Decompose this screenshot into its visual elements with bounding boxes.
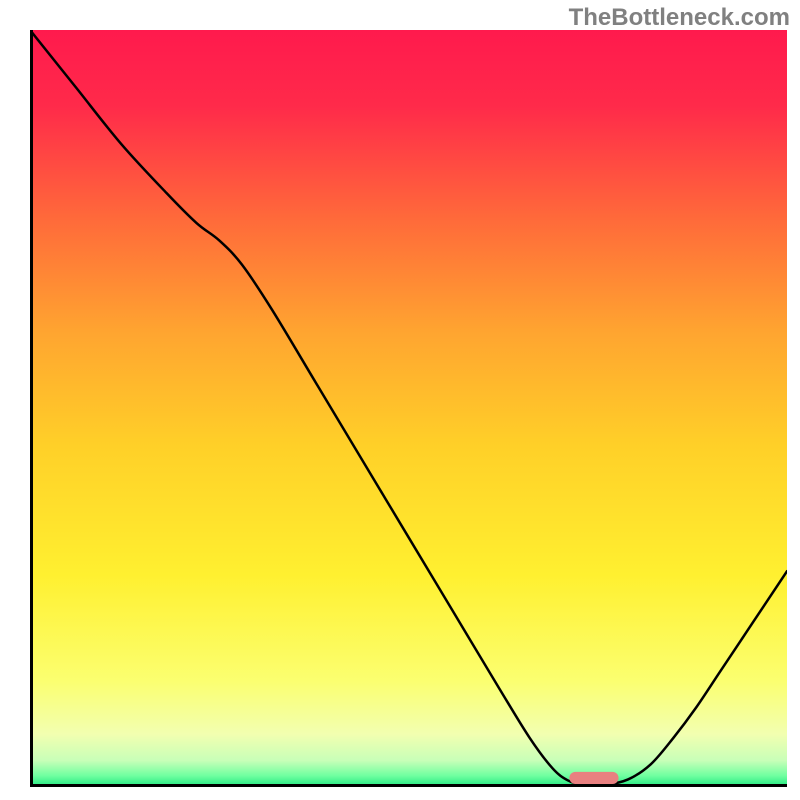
x-axis-line [30, 784, 787, 787]
plot-svg [30, 30, 787, 787]
y-axis-line [30, 30, 33, 787]
watermark-text: TheBottleneck.com [569, 4, 790, 32]
gradient-background [30, 30, 787, 787]
optimal-marker [569, 772, 618, 784]
chart-container: TheBottleneck.com [0, 0, 800, 800]
